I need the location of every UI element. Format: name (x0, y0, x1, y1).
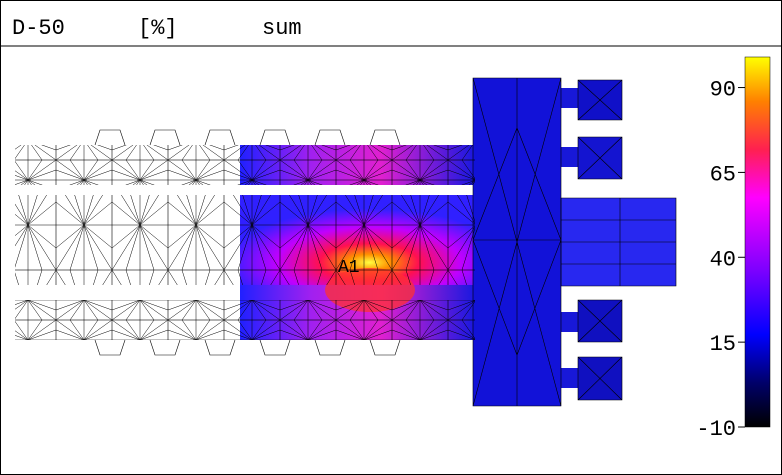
header: D-50 [%] sum (12, 16, 302, 41)
wire-row (15, 145, 475, 185)
tick-label: 15 (710, 332, 736, 357)
tick-label: -10 (696, 417, 736, 442)
zone (561, 312, 578, 332)
zone (561, 147, 578, 167)
tick-label: 65 (710, 162, 736, 187)
colorbar: -10 15 40 65 90 (696, 56, 771, 442)
marker-label: A1 (338, 258, 360, 278)
wire-block (577, 79, 623, 401)
tick-label: 90 (710, 78, 736, 103)
mode: sum (262, 16, 302, 41)
zone (561, 368, 578, 388)
floor-plan: A1 (15, 77, 677, 407)
title: D-50 (12, 16, 65, 41)
wire-fixture (94, 129, 401, 356)
tick-label: 40 (710, 247, 736, 272)
colorbar-scale (744, 56, 771, 428)
wire-row (15, 300, 475, 340)
zone (561, 88, 578, 108)
wire-row (15, 195, 475, 285)
wire-block (560, 197, 677, 287)
unit: [%] (138, 16, 178, 41)
